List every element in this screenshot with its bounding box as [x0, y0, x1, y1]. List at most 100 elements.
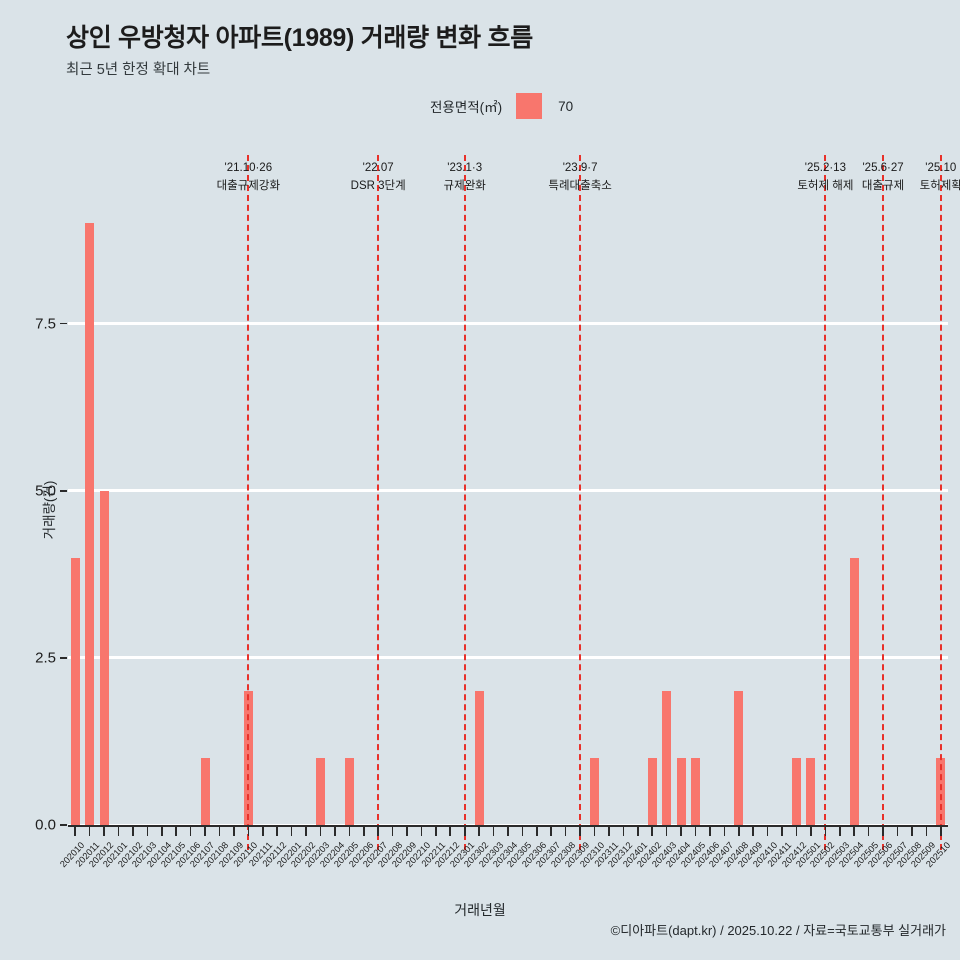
y-axis-tick [60, 322, 67, 325]
event-line [463, 155, 466, 850]
x-axis-tick [276, 827, 278, 836]
event-date: '22.07 [362, 162, 394, 174]
bar[interactable] [85, 223, 95, 825]
x-axis-tick [362, 827, 365, 836]
gridline [68, 656, 948, 660]
event-name: DSR 3단계 [350, 179, 406, 192]
x-axis-tick [939, 827, 942, 836]
bar[interactable] [99, 490, 109, 825]
gridline [68, 322, 948, 326]
gridline [68, 489, 948, 493]
event-line [881, 155, 884, 850]
x-axis-tick [247, 827, 250, 836]
x-axis-tick [824, 827, 827, 836]
event-line [939, 155, 942, 850]
bar[interactable] [200, 758, 210, 825]
chart-title: 상인 우방청자 아파트(1989) 거래량 변화 흐름 [66, 24, 533, 52]
x-axis-tick [204, 827, 206, 836]
x-axis-tick [261, 827, 264, 836]
y-axis-tick [60, 824, 67, 826]
event-name: 대출규제강화 [216, 179, 281, 192]
x-axis-tick [319, 827, 322, 836]
bar[interactable] [315, 758, 325, 825]
event-line [578, 155, 581, 850]
legend: 전용면적(㎡) 70 [430, 92, 573, 120]
x-axis-tick [867, 827, 870, 836]
x-axis-tick [810, 827, 812, 836]
x-axis-title: 거래년월 [454, 902, 506, 918]
x-axis-tick [781, 827, 783, 836]
event-date: '23.9·7 [562, 162, 598, 174]
footer-credit: ©디아파트(dapt.kr) / 2025.10.22 / 자료=국토교통부 실… [610, 923, 946, 938]
x-axis-tick [175, 827, 177, 836]
x-axis-tick [449, 827, 452, 836]
event-annotation: '25.6·27 대출규제 [862, 160, 904, 196]
event-date: '25.2·13 [804, 162, 846, 174]
event-name: 토허제확 [919, 179, 960, 192]
x-axis-tick [189, 827, 192, 836]
bar[interactable] [806, 758, 816, 825]
bar[interactable] [590, 758, 600, 825]
event-date: '25.6·27 [862, 162, 904, 174]
x-axis-tick [637, 827, 639, 836]
x-axis-tick [680, 827, 682, 836]
bar[interactable] [849, 557, 859, 825]
x-axis-tick [218, 827, 221, 836]
event-annotation: '25.10 토허제확 [920, 160, 960, 196]
y-axis-tick [60, 657, 67, 659]
x-axis-tick [334, 827, 336, 836]
bar[interactable] [344, 758, 354, 825]
event-annotation: '23.9·7 특례대출축소 [548, 160, 611, 196]
bar[interactable] [662, 691, 672, 825]
event-date: '23.1·3 [447, 162, 483, 174]
y-axis-title: 거래량(건) [42, 480, 57, 540]
x-axis-tick [536, 827, 538, 836]
x-axis-tick [694, 827, 697, 836]
x-axis-tick [709, 827, 711, 836]
bar[interactable] [676, 758, 686, 825]
event-name: 특례대출축소 [548, 179, 612, 192]
event-annotation: '23.1·3 규제완화 [444, 160, 486, 196]
x-axis-tick [925, 827, 928, 836]
event-date: '21.10·26 [224, 162, 273, 174]
x-axis-tick [752, 827, 755, 836]
legend-swatch-70 [516, 93, 543, 119]
x-axis-tick [593, 827, 596, 836]
x-axis-tick [117, 827, 120, 836]
x-axis-tick [651, 827, 654, 836]
x-axis-tick [406, 827, 408, 836]
event-annotation: '21.10·26 대출규제강화 [217, 160, 280, 196]
x-axis-tick [507, 827, 509, 836]
y-axis-tick [60, 489, 67, 492]
chart-subtitle: 최근 5년 한정 확대 차트 [66, 62, 211, 78]
x-axis-tick [622, 827, 625, 836]
x-axis-tick [579, 827, 581, 836]
x-axis-tick [723, 827, 726, 836]
x-axis-tick [478, 827, 480, 836]
x-axis-tick [608, 827, 610, 836]
bar[interactable] [691, 758, 700, 825]
bar[interactable] [647, 758, 657, 825]
x-axis-tick [766, 827, 769, 836]
x-axis-tick [435, 827, 437, 836]
x-axis-tick [305, 827, 307, 836]
x-axis-tick [420, 827, 423, 836]
event-line [824, 155, 827, 850]
bar[interactable] [474, 691, 484, 825]
x-axis-tick [564, 827, 567, 836]
y-axis-labels: 0.0 2.5 5.0 7.5 [0, 0, 56, 960]
event-name: 규제완화 [443, 179, 486, 192]
x-axis-tick [521, 827, 524, 836]
x-axis-tick [492, 827, 495, 836]
x-axis-tick [233, 827, 235, 836]
bar[interactable] [734, 691, 744, 825]
x-axis-tick [839, 827, 841, 836]
bar[interactable] [70, 557, 80, 825]
x-axis-tick [463, 827, 466, 836]
event-annotation: '25.2·13 토허제 해제 [797, 160, 853, 196]
event-annotation: '22.07 DSR 3단계 [351, 160, 406, 196]
x-axis-tick [911, 827, 913, 836]
x-axis-tick [738, 827, 740, 836]
bar[interactable] [792, 758, 801, 825]
x-axis-tick [882, 827, 884, 836]
